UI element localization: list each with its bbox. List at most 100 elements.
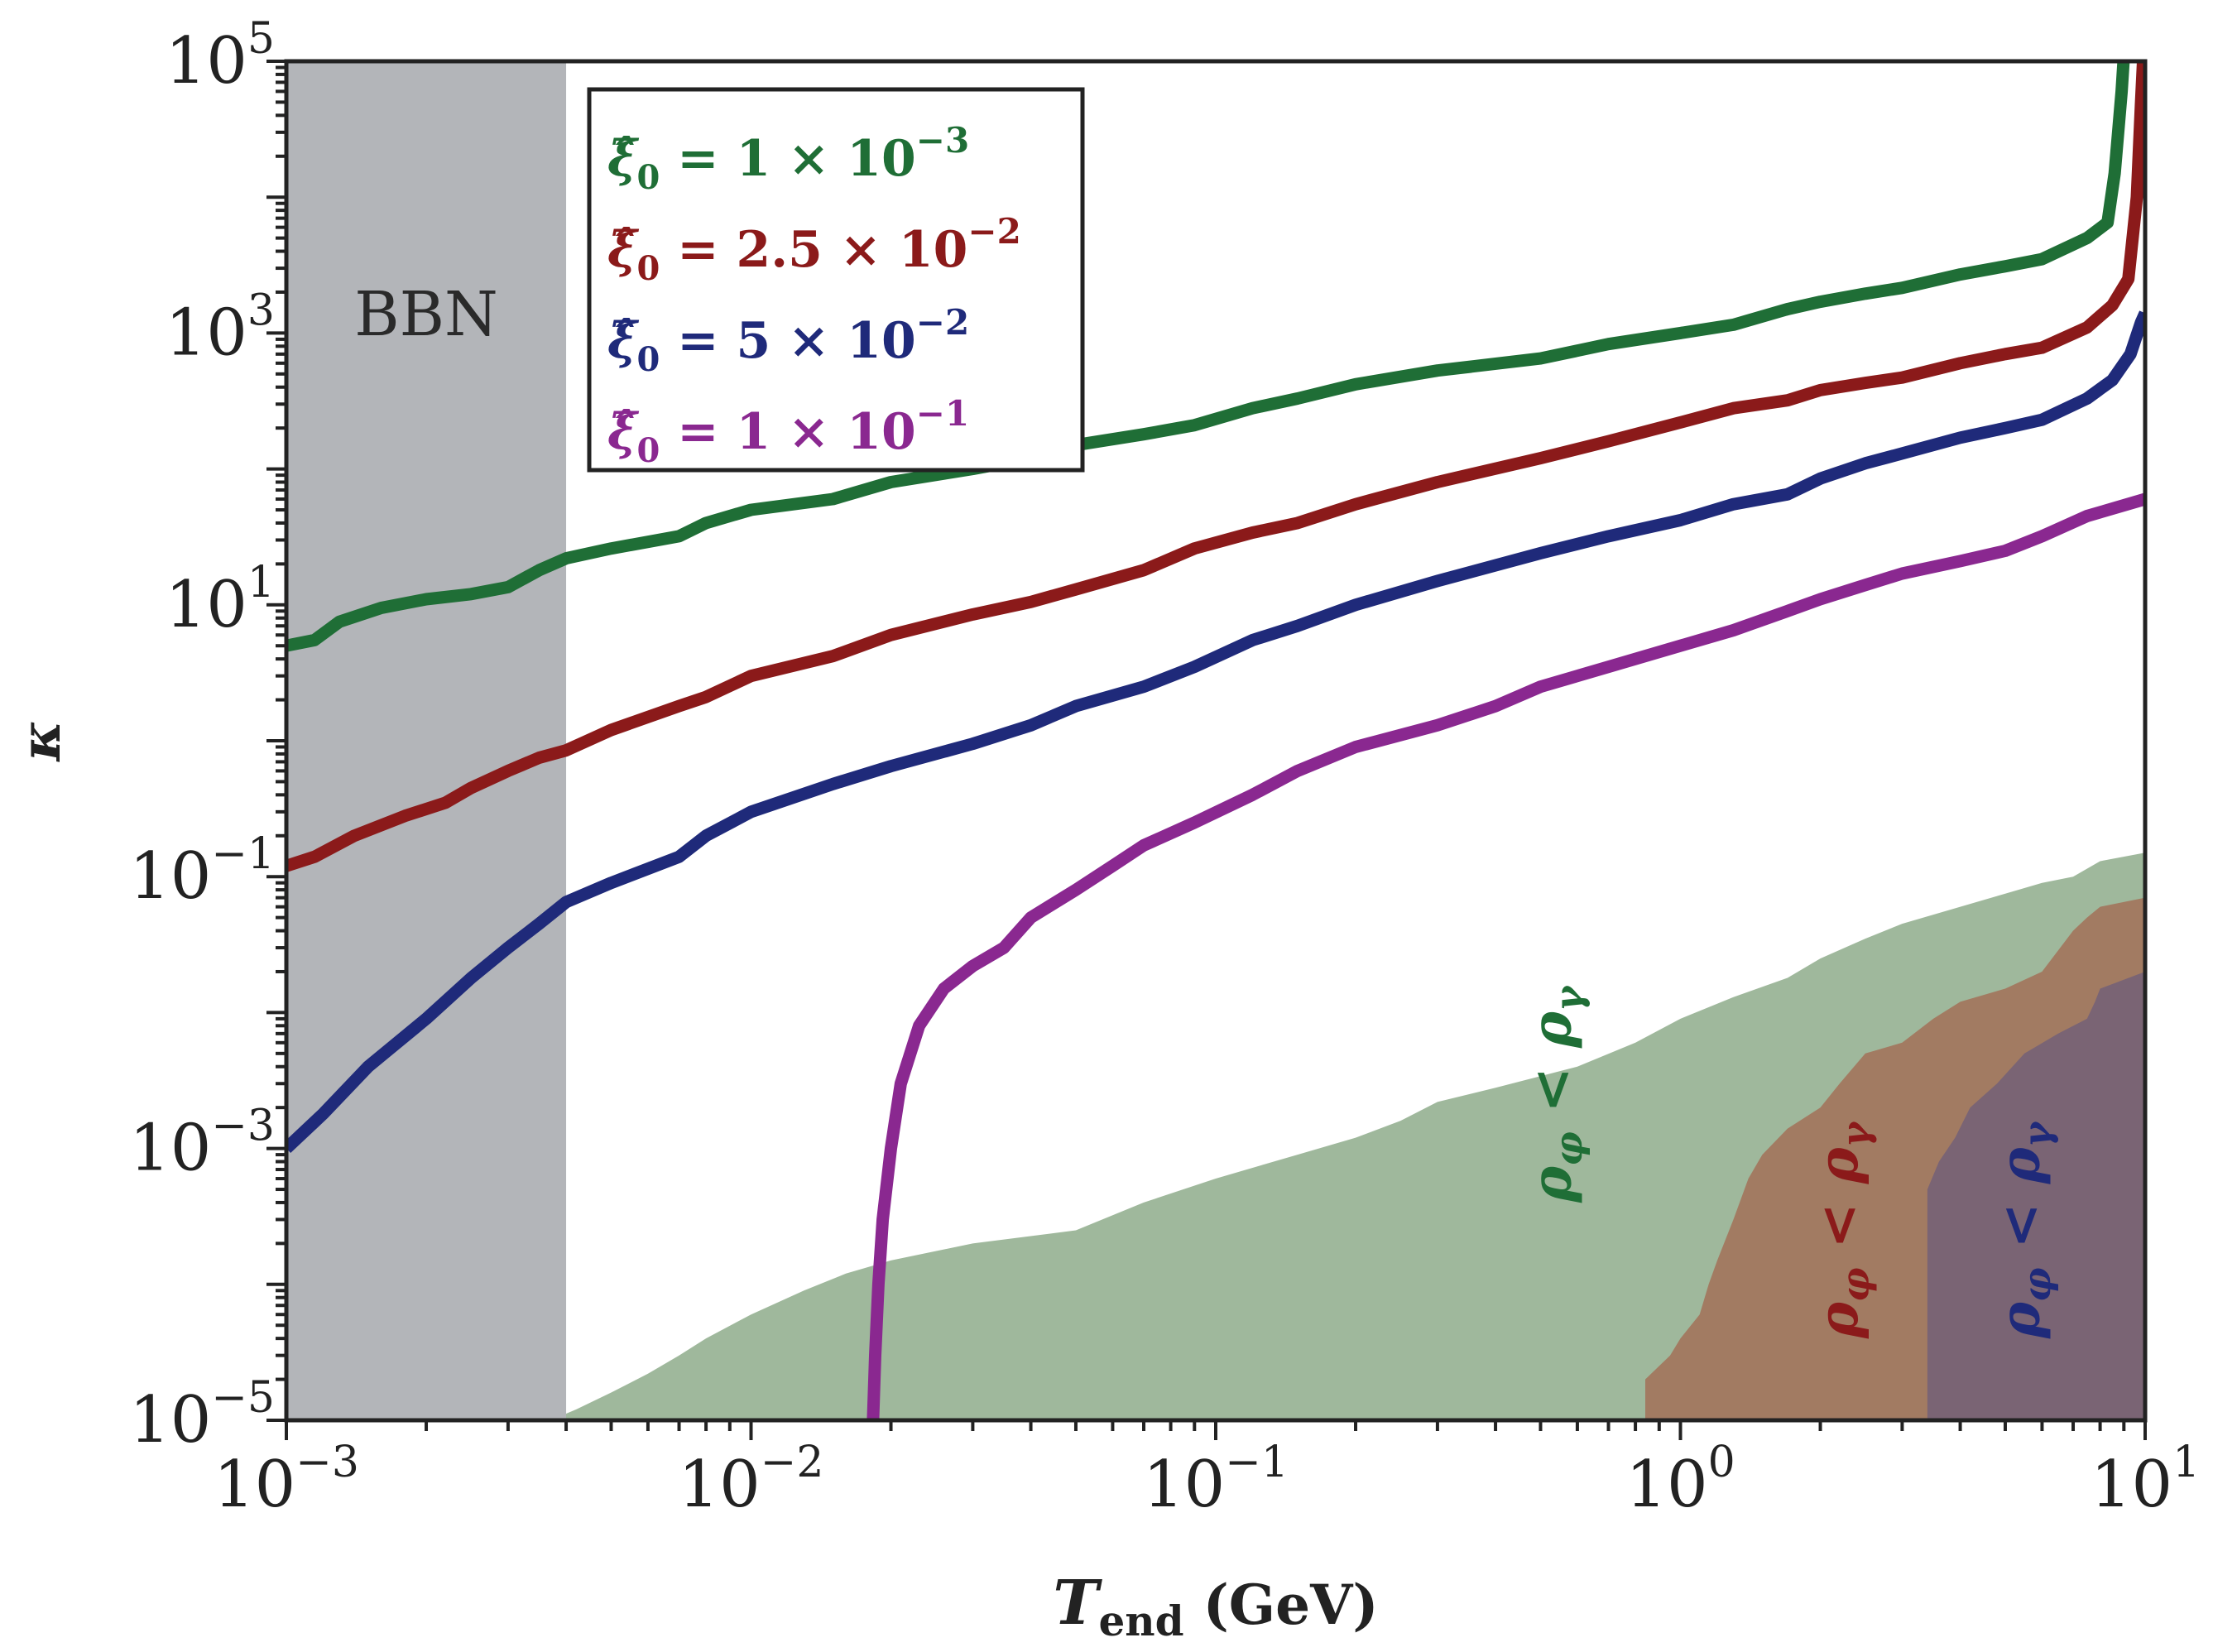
x-tick-base: 10 [1625,1448,1707,1522]
legend-value: 1 [736,130,770,188]
region-label-phi: φ [1547,1131,1591,1166]
y-tick-label: 10−3 [129,1102,275,1186]
x-tick-base: 10 [214,1448,295,1522]
legend: ξ̂0 = 1 × 10−3ξ̂0 = 2.5 × 10−2ξ̂0 = 5 × … [587,87,1085,473]
y-tick-label: 10−5 [129,1373,275,1458]
legend-times-ten: × 10 [770,312,916,370]
legend-value: 5 [736,312,770,370]
legend-entry-3: ξ̂0 = 1 × 10−1 [607,393,969,470]
x-tick-exp: 0 [1708,1438,1735,1487]
legend-exp: −2 [916,302,969,343]
y-tick-exp: −1 [211,829,275,879]
legend-entry-0: ξ̂0 = 1 × 10−3 [607,120,969,197]
legend-xi-sub: 0 [637,431,660,470]
legend-entry-1: ξ̂0 = 2.5 × 10−2 [607,211,1021,288]
legend-xi: ξ̂ [607,130,640,188]
region-label-op: < [1519,1048,1584,1131]
y-tick-label: 103 [166,286,275,370]
y-tick-exp: 5 [247,14,275,64]
legend-times-ten: × 10 [823,221,968,279]
series-lines [286,61,2145,1420]
x-axis-title: Tend (GeV) [1053,1568,1378,1645]
y-tick-label: 101 [166,558,275,642]
legend-eq: = [660,130,736,188]
y-axis-title: κ [8,720,73,762]
region-label-op: < [1806,1184,1870,1267]
region-label-op: < [1987,1184,2052,1267]
x-tick-base: 10 [1143,1448,1225,1522]
x-tick-base: 10 [2091,1448,2172,1522]
legend-times-ten: × 10 [770,403,916,461]
shaded-regions [550,852,2145,1420]
legend-xi-sub: 0 [637,158,660,197]
legend-times-ten: × 10 [770,130,916,188]
region-label-rho: ρ [1519,1165,1584,1203]
y-tick-exp: 3 [247,286,275,335]
y-tick-base: 10 [129,1383,211,1458]
series-line-3 [866,492,2145,1420]
x-tick-exp: −2 [761,1438,824,1487]
bbn-region: BBN [286,61,567,1420]
series-line-1 [286,61,2145,872]
y-tick-exp: −3 [211,1102,275,1151]
legend-exp: −3 [916,120,969,161]
region-label-rho2: ρ [1806,1146,1870,1184]
x-tick-label: 10−2 [679,1438,824,1522]
region-label-rho2: ρ [1519,1011,1584,1049]
y-tick-exp: 1 [247,558,275,607]
y-tick-label: 10−1 [129,829,275,914]
series-line-2 [286,310,2145,1154]
region-2-fill [1927,972,2145,1420]
axis-titles: Tend (GeV) κ [8,720,1379,1645]
region-label-phi: φ [1833,1267,1878,1302]
x-tick-base: 10 [679,1448,761,1522]
legend-eq: = [660,312,736,370]
region-label-gamma: γ [2014,1120,2059,1147]
y-tick-base: 10 [166,568,247,642]
region-label-rho: ρ [1987,1301,2052,1339]
legend-xi-sub: 0 [637,249,660,288]
region-label-1: ρφ < ργ [1806,1120,1878,1339]
legend-eq: = [660,221,736,279]
region-label-2: ρφ < ργ [1987,1120,2059,1339]
legend-xi-sub: 0 [637,340,660,379]
legend-xi: ξ̂ [607,403,640,461]
legend-entry-2: ξ̂0 = 5 × 10−2 [607,302,969,379]
region-label-gamma: γ [1833,1120,1878,1147]
y-tick-base: 10 [166,24,247,98]
x-tick-exp: −3 [295,1438,359,1487]
x-tick-label: 100 [1625,1438,1735,1522]
legend-exp: −2 [967,211,1020,252]
y-tick-base: 10 [129,1112,211,1186]
bbn-shade [286,61,567,1420]
legend-value: 2.5 [736,221,822,279]
series-line-0 [286,61,2130,652]
x-tick-label: 10−1 [1143,1438,1289,1522]
region-label-0: ρφ < ργ [1519,984,1591,1203]
legend-xi: ξ̂ [607,312,640,370]
y-tick-label: 105 [166,14,275,98]
y-tick-base: 10 [129,839,211,914]
region-label-rho2: ρ [1987,1146,2052,1184]
x-tick-label: 10−3 [214,1438,359,1522]
x-title-symbol: T [1053,1568,1102,1639]
legend-exp: −1 [916,393,969,434]
legend-xi: ξ̂ [607,221,640,279]
x-title-sub: end [1098,1597,1183,1645]
y-tick-exp: −5 [211,1373,275,1423]
legend-box [587,87,1085,473]
x-title-unit: (GeV) [1184,1573,1379,1637]
x-tick-label: 101 [2091,1438,2200,1522]
region-label-gamma: γ [1547,984,1591,1011]
legend-eq: = [660,403,736,461]
x-tick-exp: 1 [2172,1438,2200,1487]
x-tick-exp: −1 [1225,1438,1289,1487]
region-label-phi: φ [2014,1267,2059,1302]
y-tick-base: 10 [166,295,247,370]
bbn-label: BBN [354,279,498,350]
legend-value: 1 [736,403,770,461]
